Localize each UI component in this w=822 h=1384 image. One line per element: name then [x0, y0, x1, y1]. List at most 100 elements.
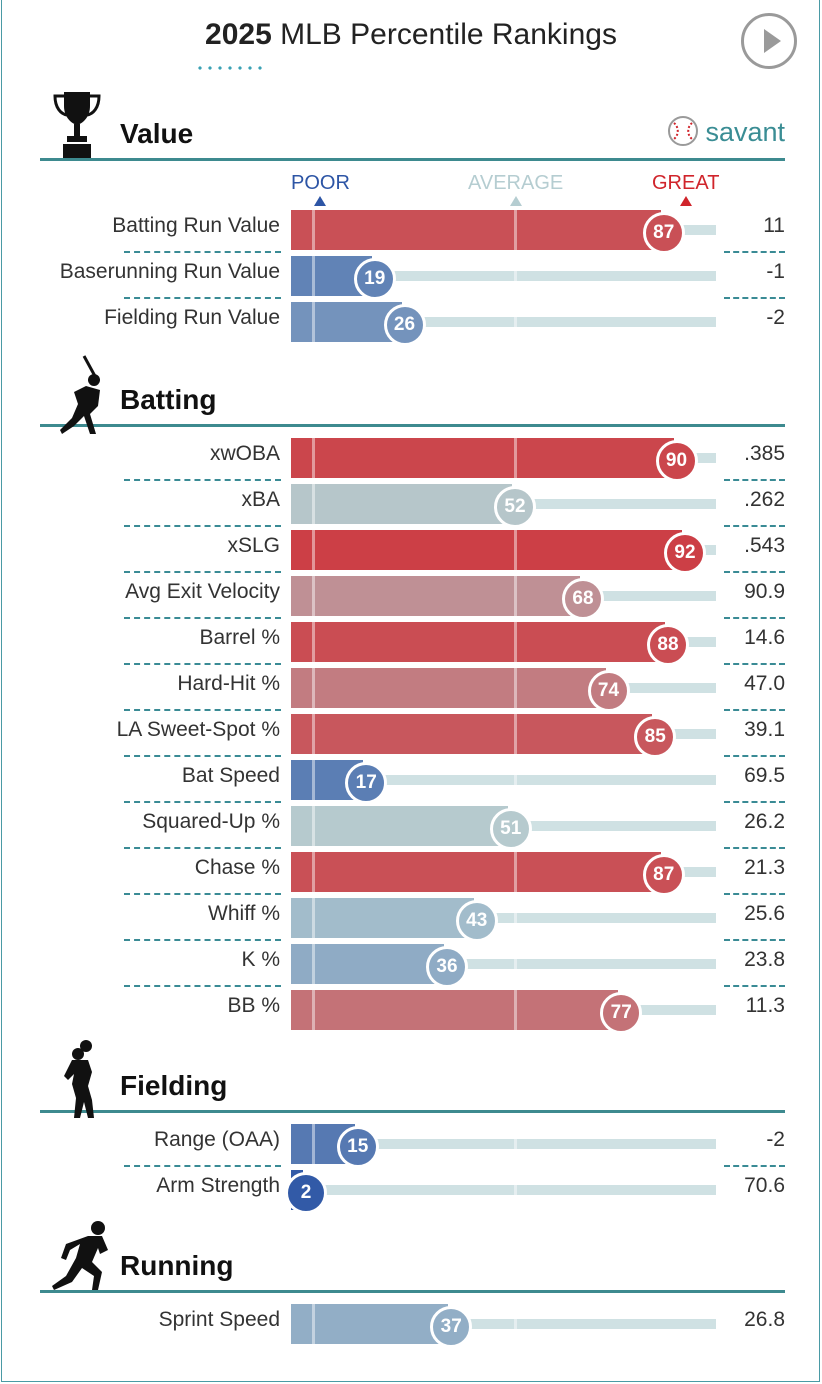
fielder-icon [50, 1040, 104, 1118]
savant-logo[interactable]: savant [667, 115, 785, 150]
percentile-badge[interactable]: 88 [647, 624, 689, 666]
average-gridline [513, 760, 517, 800]
metric-value: -1 [766, 260, 785, 283]
metric-label: Batting Run Value [112, 214, 280, 237]
metric-row-chase[interactable]: Chase % 87 21.3 [40, 847, 785, 896]
percentile-badge[interactable]: 43 [455, 900, 498, 942]
metric-row-avg-exit-velocity[interactable]: Avg Exit Velocity 68 90.9 [40, 571, 785, 620]
metric-value: 26.2 [744, 810, 785, 833]
percentile-badge[interactable]: 85 [634, 716, 677, 758]
baseball-icon [667, 115, 699, 147]
percentile-badge[interactable]: 77 [600, 992, 643, 1034]
metric-value: 21.3 [744, 856, 785, 879]
metric-label: Avg Exit Velocity [125, 580, 280, 603]
percentile-bar [291, 806, 508, 846]
row-divider [124, 755, 281, 757]
metric-row-xwoba[interactable]: xwOBA 90 .385 [40, 435, 785, 482]
metric-row-arm-strength[interactable]: Arm Strength 2 70.6 [40, 1165, 785, 1214]
poor-gridline [312, 944, 315, 984]
row-divider [124, 847, 281, 849]
poor-marker-icon [314, 196, 327, 206]
percentile-badge[interactable]: 87 [642, 212, 685, 254]
metric-row-xslg[interactable]: xSLG 92 .543 [40, 525, 785, 574]
metric-value: 70.6 [744, 1174, 785, 1197]
metric-row-barrel[interactable]: Barrel % 88 14.6 [40, 617, 785, 666]
play-icon[interactable] [741, 13, 797, 69]
metric-row-whiff[interactable]: Whiff % 43 25.6 [40, 893, 785, 942]
metric-row-squared-up[interactable]: Squared-Up % 51 26.2 [40, 801, 785, 850]
row-divider [724, 985, 785, 987]
metric-row-baserunning-run-value[interactable]: Baserunning Run Value 19 -1 [40, 251, 785, 300]
percentile-badge[interactable]: 74 [587, 670, 630, 712]
percentile-badge[interactable]: 2 [285, 1172, 327, 1214]
average-gridline [513, 530, 517, 570]
metric-row-xba[interactable]: xBA 52 .262 [40, 479, 785, 528]
percentile-badge[interactable]: 51 [489, 808, 532, 850]
metric-value: 26.8 [744, 1308, 785, 1331]
metric-row-range-oaa[interactable]: Range (OAA) 15 -2 [40, 1121, 785, 1168]
metric-row-la-sweet-spot[interactable]: LA Sweet-Spot % 85 39.1 [40, 709, 785, 758]
percentile-badge[interactable]: 37 [430, 1306, 473, 1348]
poor-gridline [312, 302, 315, 342]
poor-gridline [312, 898, 315, 938]
average-gridline [513, 668, 517, 708]
legend-average: AVERAGE [468, 172, 564, 206]
average-gridline [513, 852, 517, 892]
row-divider [724, 893, 785, 895]
percentile-track [291, 1185, 716, 1195]
percentile-badge[interactable]: 15 [336, 1126, 379, 1168]
metric-row-fielding-run-value[interactable]: Fielding Run Value 26 -2 [40, 297, 785, 346]
percentile-badge[interactable]: 87 [642, 854, 685, 896]
row-divider [724, 617, 785, 619]
section-header-fielding: Fielding [40, 1040, 785, 1118]
row-divider [724, 525, 785, 527]
metric-label: LA Sweet-Spot % [116, 718, 280, 741]
poor-gridline [312, 852, 315, 892]
poor-gridline [312, 210, 315, 250]
percentile-bar [291, 714, 653, 754]
average-gridline [513, 898, 517, 938]
row-divider [724, 479, 785, 481]
percentile-track [291, 271, 716, 281]
metric-value: 90.9 [744, 580, 785, 603]
metric-row-bb[interactable]: BB % 77 11.3 [40, 985, 785, 1034]
metric-label: Hard-Hit % [177, 672, 280, 695]
percentile-badge[interactable]: 26 [383, 304, 426, 346]
row-divider [124, 939, 281, 941]
percentile-badge[interactable]: 68 [562, 578, 604, 620]
section-header-value: Value savant [40, 90, 785, 161]
average-gridline [513, 302, 517, 342]
row-divider [124, 479, 281, 481]
row-divider [124, 525, 281, 527]
metric-value: .543 [744, 534, 785, 557]
legend-poor: POOR [291, 172, 350, 206]
percentile-bar [291, 852, 661, 892]
percentile-badge[interactable]: 52 [494, 486, 536, 528]
section-title: Running [120, 1250, 234, 1281]
metric-row-k[interactable]: K % 36 23.8 [40, 939, 785, 988]
percentile-bar [291, 944, 444, 984]
percentile-badge[interactable]: 92 [664, 532, 706, 574]
average-gridline [513, 1304, 517, 1344]
percentile-badge[interactable]: 36 [426, 946, 468, 988]
metric-label: Chase % [194, 856, 280, 879]
row-divider [124, 297, 281, 299]
percentile-badge[interactable]: 90 [655, 440, 698, 482]
metric-value: 11 [763, 214, 785, 237]
percentile-bar [291, 622, 665, 662]
poor-gridline [312, 1304, 315, 1344]
metric-row-bat-speed[interactable]: Bat Speed 17 69.5 [40, 755, 785, 804]
section-header-running: Running [40, 1221, 785, 1293]
metric-row-hard-hit[interactable]: Hard-Hit % 74 47.0 [40, 663, 785, 712]
row-divider [124, 617, 281, 619]
percentile-badge[interactable]: 17 [345, 762, 388, 804]
average-gridline [513, 256, 517, 296]
legend-average-label: AVERAGE [468, 172, 564, 194]
percentile-badge[interactable]: 19 [353, 258, 396, 300]
metric-row-sprint-speed[interactable]: Sprint Speed 37 26.8 [40, 1301, 785, 1348]
average-gridline [513, 1170, 517, 1210]
percentile-track [291, 959, 716, 969]
metric-row-batting-run-value[interactable]: Batting Run Value 87 11 [40, 207, 785, 254]
row-divider [724, 251, 785, 253]
